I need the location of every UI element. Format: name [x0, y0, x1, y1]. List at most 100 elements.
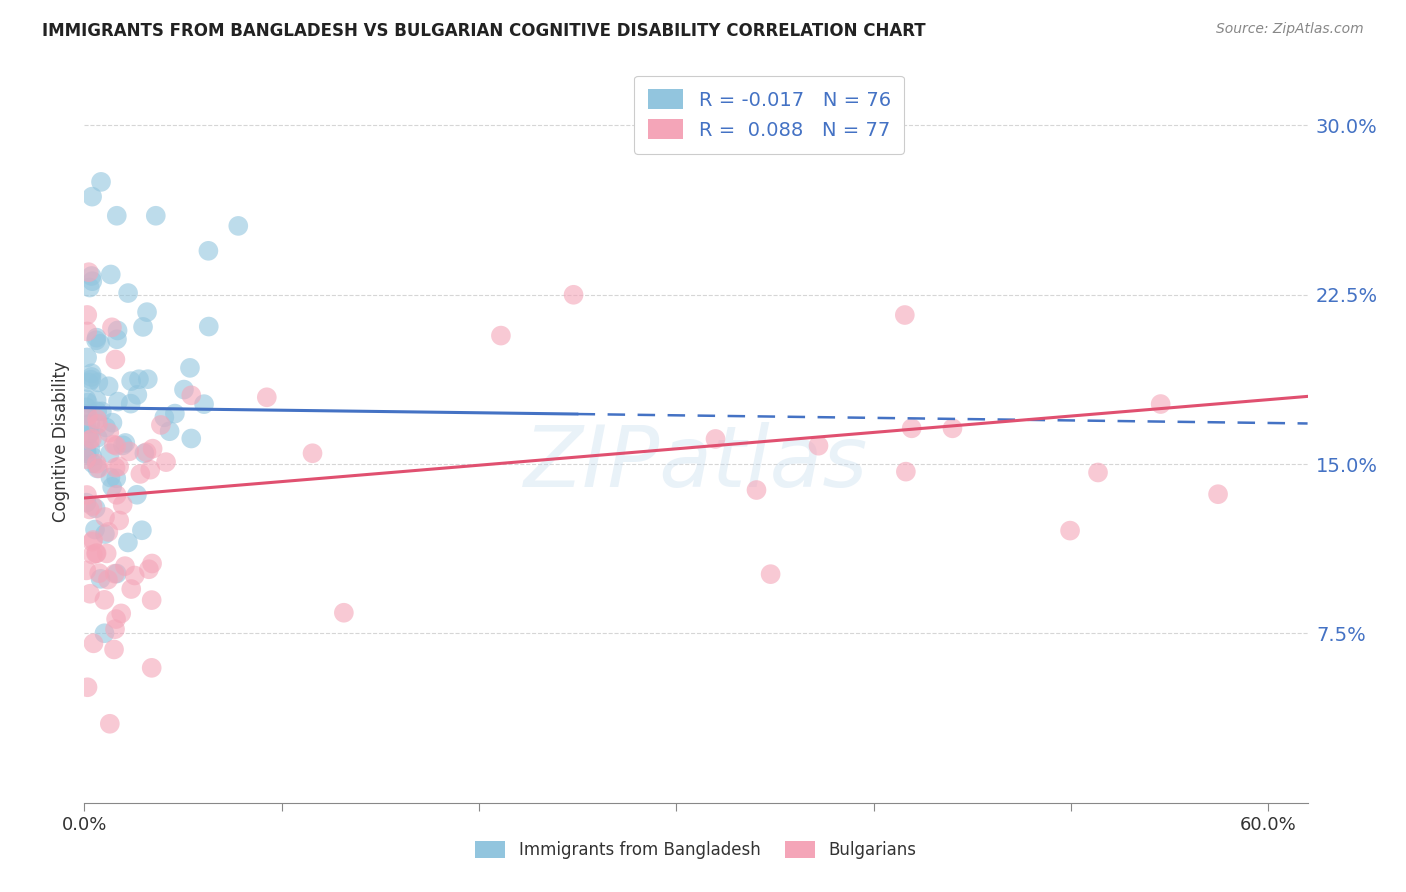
- Point: [1087, 466, 1109, 480]
- Point: [141, 557, 163, 571]
- Point: [79, 417, 101, 431]
- Point: [104, 566, 127, 581]
- Point: [159, 424, 181, 438]
- Text: Source: ZipAtlas.com: Source: ZipAtlas.com: [1216, 22, 1364, 37]
- Point: [75, 563, 97, 577]
- Point: [76, 325, 98, 339]
- Point: [82, 499, 104, 513]
- Point: [75, 401, 97, 415]
- Point: [97, 524, 120, 539]
- Point: [114, 559, 136, 574]
- Point: [145, 209, 167, 223]
- Point: [1149, 397, 1171, 411]
- Y-axis label: Cognitive Disability: Cognitive Disability: [52, 361, 70, 522]
- Point: [900, 421, 922, 435]
- Point: [101, 416, 124, 430]
- Point: [80, 268, 103, 283]
- Text: ZIPatlas: ZIPatlas: [524, 422, 868, 505]
- Point: [124, 568, 146, 582]
- Point: [86, 431, 108, 445]
- Point: [108, 513, 131, 527]
- Point: [141, 661, 163, 675]
- Point: [489, 328, 512, 343]
- Point: [103, 437, 125, 451]
- Point: [132, 319, 155, 334]
- Point: [75, 407, 97, 421]
- Point: [105, 332, 128, 346]
- Point: [77, 409, 100, 423]
- Point: [333, 606, 356, 620]
- Point: [80, 366, 103, 380]
- Point: [84, 546, 107, 560]
- Point: [82, 189, 104, 203]
- Point: [135, 445, 157, 459]
- Point: [120, 397, 142, 411]
- Point: [120, 374, 142, 388]
- Point: [179, 360, 201, 375]
- Point: [82, 636, 104, 650]
- Point: [94, 510, 117, 524]
- Point: [86, 404, 108, 418]
- Point: [120, 582, 142, 596]
- Point: [759, 567, 782, 582]
- Point: [77, 265, 100, 279]
- Point: [138, 562, 160, 576]
- Point: [97, 573, 120, 587]
- Point: [101, 480, 124, 494]
- Point: [76, 308, 98, 322]
- Point: [80, 432, 103, 446]
- Point: [94, 420, 117, 434]
- Point: [76, 496, 98, 510]
- Point: [80, 373, 103, 387]
- Point: [136, 305, 159, 319]
- Point: [104, 622, 127, 636]
- Point: [139, 463, 162, 477]
- Point: [125, 488, 148, 502]
- Point: [163, 407, 186, 421]
- Point: [96, 546, 118, 560]
- Point: [1059, 524, 1081, 538]
- Point: [82, 534, 104, 549]
- Point: [79, 433, 101, 447]
- Point: [86, 331, 108, 345]
- Point: [86, 546, 108, 560]
- Point: [90, 572, 112, 586]
- Point: [894, 308, 917, 322]
- Point: [82, 533, 104, 547]
- Point: [79, 280, 101, 294]
- Point: [103, 642, 125, 657]
- Point: [104, 352, 127, 367]
- Point: [75, 392, 97, 407]
- Point: [79, 442, 101, 456]
- Point: [75, 443, 97, 458]
- Point: [98, 716, 121, 731]
- Point: [562, 287, 585, 301]
- Point: [807, 439, 830, 453]
- Point: [79, 502, 101, 516]
- Point: [136, 372, 159, 386]
- Point: [226, 219, 249, 233]
- Point: [76, 351, 98, 365]
- Point: [76, 395, 98, 409]
- Point: [89, 566, 111, 581]
- Point: [180, 432, 202, 446]
- Point: [77, 429, 100, 443]
- Point: [941, 421, 963, 435]
- Point: [86, 393, 108, 408]
- Point: [107, 323, 129, 337]
- Point: [105, 471, 128, 485]
- Point: [105, 439, 128, 453]
- Point: [117, 535, 139, 549]
- Point: [82, 548, 104, 562]
- Point: [127, 388, 149, 402]
- Point: [108, 459, 131, 474]
- Point: [256, 390, 278, 404]
- Point: [111, 498, 134, 512]
- Point: [745, 483, 768, 497]
- Point: [76, 488, 98, 502]
- Point: [193, 397, 215, 411]
- Point: [107, 394, 129, 409]
- Point: [87, 376, 110, 390]
- Point: [87, 417, 110, 431]
- Point: [89, 336, 111, 351]
